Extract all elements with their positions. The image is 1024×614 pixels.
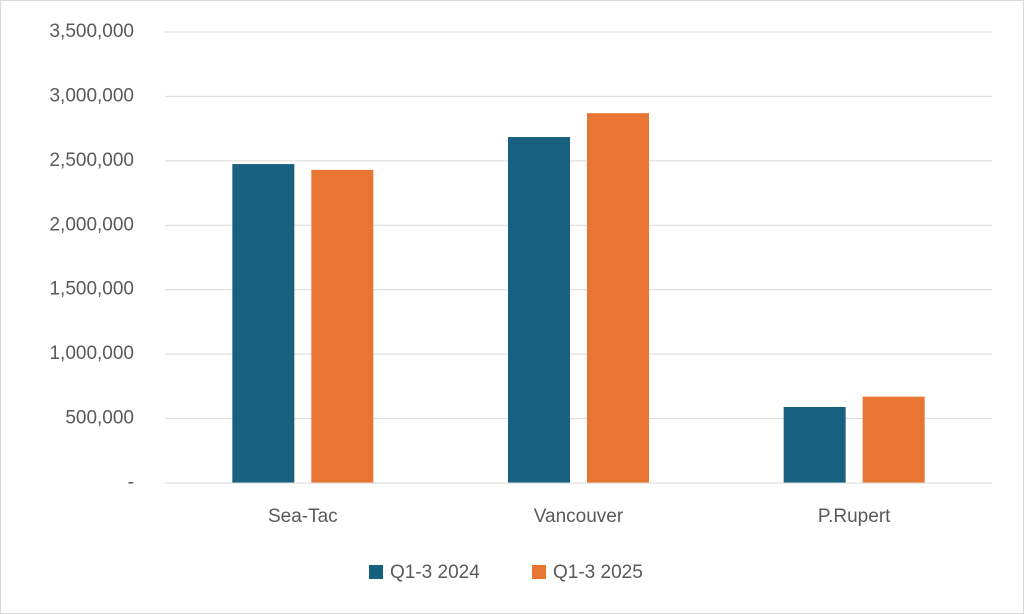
y-tick-label: 500,000 [65,408,134,429]
legend-swatch [532,565,546,579]
bar [311,169,374,483]
x-tick-label: P.Rupert [818,506,891,527]
y-tick-label: 1,000,000 [49,343,134,364]
x-tick-label: Sea-Tac [268,506,338,527]
legend-swatch [369,565,383,579]
legend-label: Q1-3 2025 [553,562,643,583]
y-tick-label: 2,500,000 [49,150,134,171]
bar [508,137,570,484]
y-tick-label: 3,500,000 [49,21,134,42]
y-tick-label: 3,000,000 [49,85,134,106]
bar [862,396,925,483]
y-tick-label: 2,000,000 [49,214,134,235]
x-tick-label: Vancouver [534,506,624,527]
y-tick-label: - [128,472,134,493]
legend-label: Q1-3 2024 [390,562,480,583]
bar [232,164,295,484]
bar [783,406,846,483]
y-tick-label: 1,500,000 [49,279,134,300]
bar [587,113,649,484]
